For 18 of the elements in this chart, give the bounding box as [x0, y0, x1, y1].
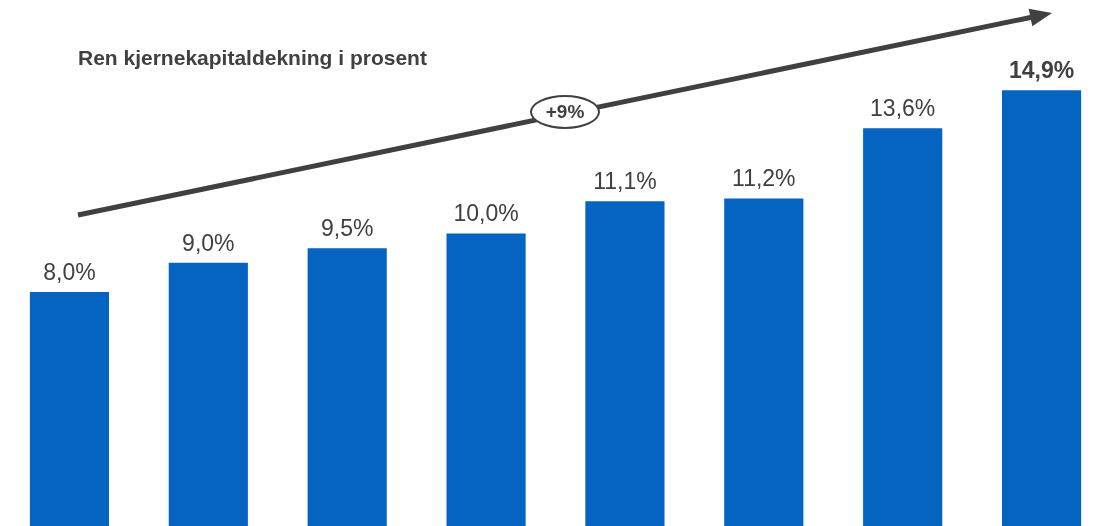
- annotation: +9%: [545, 101, 585, 123]
- bar: [446, 233, 526, 526]
- bar: [307, 248, 387, 526]
- bar: [863, 128, 943, 526]
- data-label: 11,1%: [593, 168, 657, 195]
- bar: [585, 201, 665, 526]
- data-label: 9,5%: [320, 214, 374, 241]
- bar: [724, 198, 804, 526]
- bar: [1001, 90, 1082, 526]
- data-label: 10,0%: [453, 200, 519, 227]
- chart-title: Ren kjernekapitaldekning i prosent: [78, 46, 427, 70]
- data-label: 11,2%: [732, 165, 796, 192]
- bar: [168, 262, 248, 526]
- data-label: 8,0%: [43, 258, 96, 285]
- bar: [29, 292, 110, 526]
- data-label: 13,6%: [870, 95, 936, 122]
- data-label: 9,0%: [182, 229, 235, 256]
- data-label: 14,9%: [1008, 57, 1075, 84]
